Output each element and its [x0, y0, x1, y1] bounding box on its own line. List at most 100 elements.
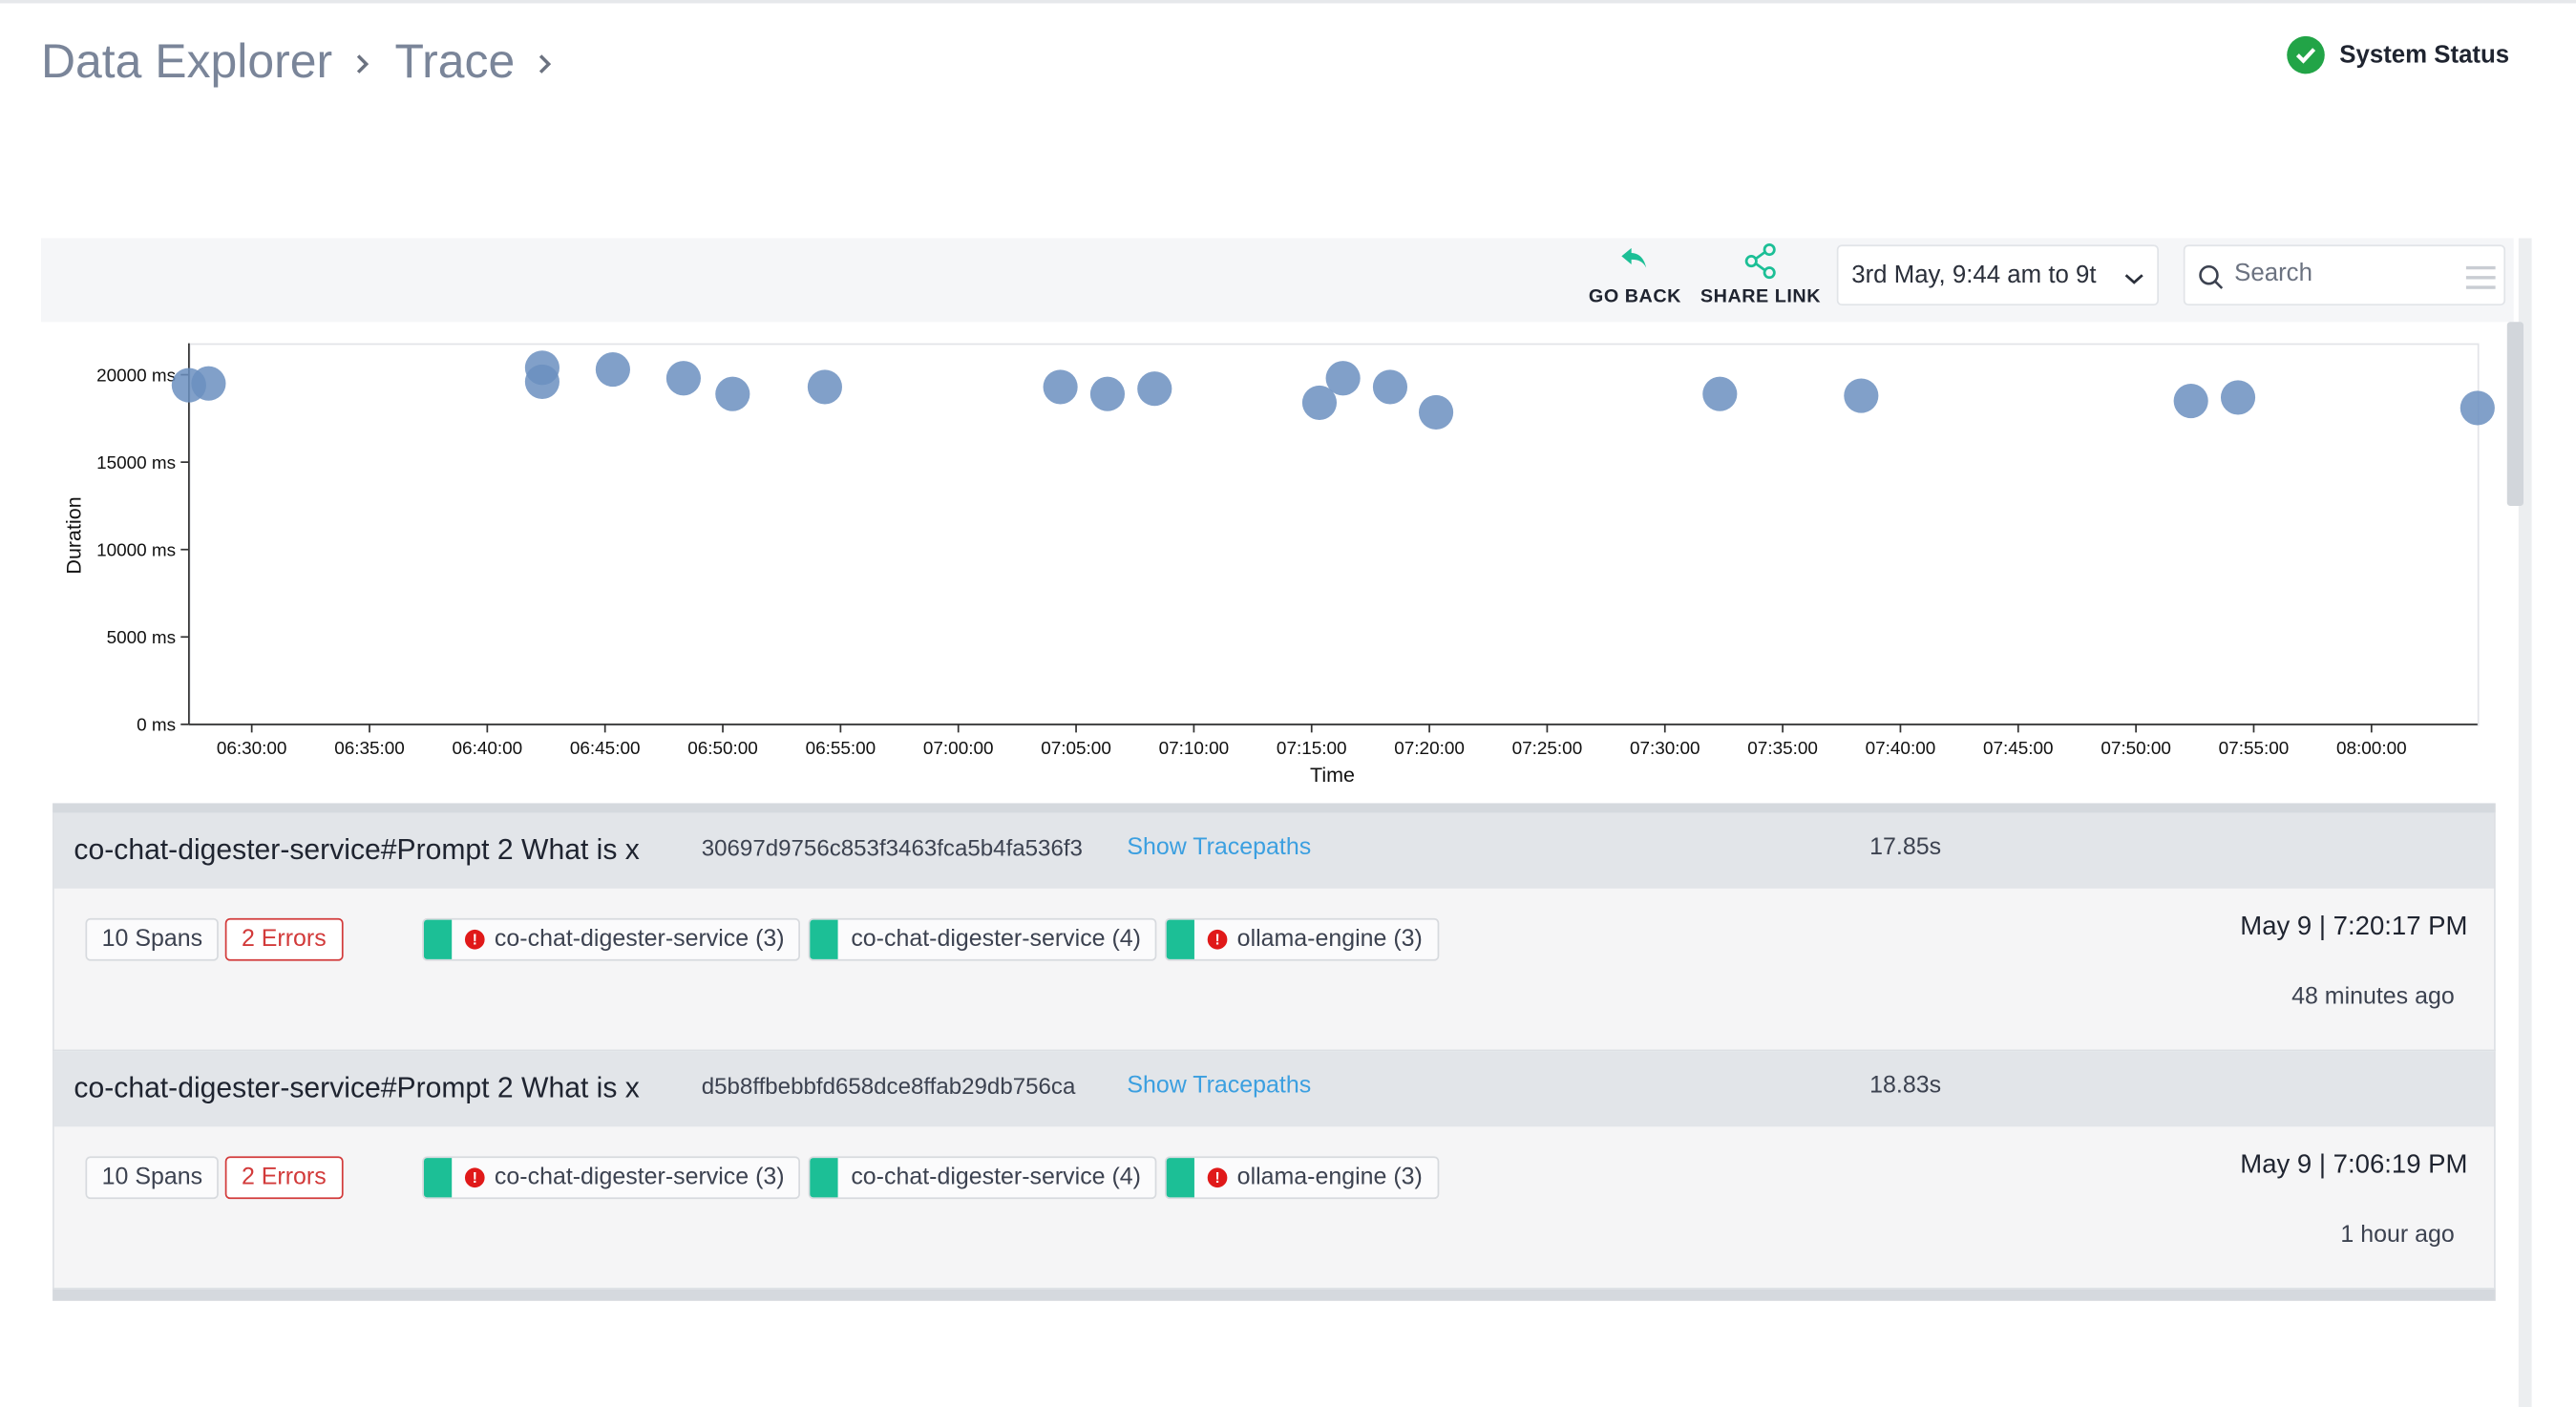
trace-relative-time: 1 hour ago — [2340, 1222, 2455, 1249]
data-points — [171, 350, 2495, 430]
data-point[interactable] — [2460, 390, 2495, 426]
x-tick-label: 07:50:00 — [2101, 739, 2171, 759]
date-range-value: 3rd May, 9:44 am to 9t — [1851, 261, 2097, 289]
x-axis: 06:30:00 06:35:00 06:40:00 06:45:00 06:50:00… — [188, 723, 2478, 759]
data-point[interactable] — [807, 369, 842, 405]
top-border — [0, 0, 2576, 4]
x-tick-label: 06:30:00 — [217, 739, 287, 759]
x-tick-label: 07:55:00 — [2219, 739, 2290, 759]
data-point[interactable] — [1301, 385, 1338, 420]
service-tag-label: co-chat-digester-service (3) — [494, 926, 785, 954]
list-top-border — [53, 803, 2496, 813]
data-point[interactable] — [1372, 369, 1408, 405]
trace-body: 10 Spans 2 Errors ! co-chat-digester-ser… — [53, 1126, 2495, 1289]
x-tick-label: 07:25:00 — [1512, 739, 1583, 759]
service-tag[interactable]: ! co-chat-digester-service (3) — [422, 1156, 801, 1200]
service-tag[interactable]: ! co-chat-digester-service (3) — [422, 917, 801, 961]
share-link-button[interactable]: SHARE LINK — [1700, 243, 1821, 307]
trace-title: co-chat-digester-service#Prompt 2 What i… — [74, 1070, 640, 1104]
spans-badge: 10 Spans — [85, 1156, 220, 1200]
trace-id: d5b8ffbebbfd658dce8ffab29db756ca — [701, 1072, 1076, 1100]
search-box[interactable] — [2183, 244, 2506, 306]
breadcrumb-trace[interactable]: Trace — [394, 35, 516, 89]
data-point[interactable] — [2173, 383, 2208, 419]
list-bottom-border — [53, 1289, 2496, 1301]
y-tick-label: 5000 ms — [107, 628, 177, 648]
service-color-swatch — [423, 919, 453, 959]
trace-item[interactable]: co-chat-digester-service#Prompt 2 What i… — [53, 1051, 2496, 1290]
scrollbar-thumb[interactable] — [2506, 322, 2523, 506]
scrollbar-track[interactable] — [2518, 238, 2532, 1407]
x-axis-label: Time — [1310, 764, 1355, 787]
y-tick-label: 0 ms — [137, 716, 176, 736]
y-tick-label: 20000 ms — [96, 366, 176, 386]
trace-title: co-chat-digester-service#Prompt 2 What i… — [74, 832, 640, 866]
data-point[interactable] — [1137, 371, 1172, 407]
x-tick-label: 06:45:00 — [570, 739, 641, 759]
data-point[interactable] — [595, 352, 630, 388]
data-point[interactable] — [665, 361, 701, 396]
trace-header[interactable]: co-chat-digester-service#Prompt 2 What i… — [53, 812, 2495, 889]
data-point[interactable] — [1844, 378, 1879, 413]
x-tick-label: 06:40:00 — [453, 739, 523, 759]
errors-badge[interactable]: 2 Errors — [224, 1156, 343, 1200]
show-tracepaths-link[interactable]: Show Tracepaths — [1127, 1072, 1312, 1100]
trace-relative-time: 48 minutes ago — [2291, 983, 2455, 1011]
go-back-button[interactable]: GO BACK — [1589, 243, 1681, 307]
share-icon — [1744, 243, 1776, 280]
data-point[interactable] — [715, 376, 750, 411]
x-tick-label: 07:10:00 — [1159, 739, 1230, 759]
duration-scatter-chart: 0 ms 5000 ms 10000 ms 15000 ms 20000 ms 06:3… — [62, 343, 2495, 787]
trace-header[interactable]: co-chat-digester-service#Prompt 2 What i… — [53, 1051, 2495, 1127]
x-tick-label: 08:00:00 — [2336, 739, 2407, 759]
error-icon: ! — [464, 929, 485, 950]
data-point[interactable] — [191, 366, 226, 401]
breadcrumb-data-explorer[interactable]: Data Explorer — [41, 35, 333, 89]
show-tracepaths-link[interactable]: Show Tracepaths — [1127, 834, 1312, 861]
data-point[interactable] — [2220, 380, 2256, 415]
reply-arrow-icon — [1621, 247, 1647, 268]
data-point[interactable] — [1325, 361, 1361, 396]
x-tick-label: 07:30:00 — [1630, 739, 1700, 759]
service-tag-label: co-chat-digester-service (3) — [494, 1164, 785, 1191]
data-point[interactable] — [1702, 376, 1738, 411]
date-range-picker[interactable]: 3rd May, 9:44 am to 9t — [1836, 244, 2159, 306]
service-tag[interactable]: ! ollama-engine (3) — [1164, 917, 1440, 961]
service-tag[interactable]: ! ollama-engine (3) — [1164, 1156, 1440, 1200]
service-tag-label: co-chat-digester-service (4) — [851, 1164, 1141, 1191]
service-tag[interactable]: co-chat-digester-service (4) — [808, 917, 1158, 961]
x-tick-label: 06:50:00 — [687, 739, 758, 759]
spans-badge: 10 Spans — [85, 917, 220, 961]
chevron-right-icon — [538, 42, 554, 85]
toolbar: GO BACK SHARE LINK 3rd May, 9:44 am to 9… — [41, 238, 2514, 323]
service-color-swatch — [1166, 919, 1194, 959]
search-input[interactable] — [2234, 259, 2448, 288]
x-tick-label: 07:00:00 — [923, 739, 994, 759]
chevron-down-icon — [2124, 264, 2144, 292]
errors-badge[interactable]: 2 Errors — [224, 917, 343, 961]
trace-date: May 9 | 7:20:17 PM — [2240, 913, 2468, 941]
x-tick-label: 07:15:00 — [1277, 739, 1347, 759]
x-tick-label: 07:20:00 — [1394, 739, 1465, 759]
error-icon: ! — [1207, 1167, 1228, 1188]
go-back-label: GO BACK — [1588, 287, 1681, 307]
search-icon — [2199, 264, 2224, 289]
system-status[interactable]: System Status — [2287, 35, 2510, 74]
data-point[interactable] — [1418, 394, 1454, 430]
service-tag-label: ollama-engine (3) — [1236, 926, 1423, 954]
data-point[interactable] — [1043, 369, 1078, 405]
trace-date: May 9 | 7:06:19 PM — [2240, 1151, 2468, 1180]
x-tick-label: 06:35:00 — [334, 739, 405, 759]
trace-list: co-chat-digester-service#Prompt 2 What i… — [53, 803, 2496, 1301]
y-axis-label: Duration — [62, 496, 85, 574]
chevron-right-icon — [355, 42, 371, 85]
x-tick-label: 07:05:00 — [1041, 739, 1111, 759]
data-point[interactable] — [524, 364, 560, 399]
data-point[interactable] — [1089, 376, 1126, 411]
menu-icon[interactable] — [2465, 265, 2496, 289]
y-tick-label: 10000 ms — [96, 541, 176, 561]
system-status-label: System Status — [2339, 41, 2510, 70]
trace-item[interactable]: co-chat-digester-service#Prompt 2 What i… — [53, 812, 2496, 1052]
service-tag[interactable]: co-chat-digester-service (4) — [808, 1156, 1158, 1200]
